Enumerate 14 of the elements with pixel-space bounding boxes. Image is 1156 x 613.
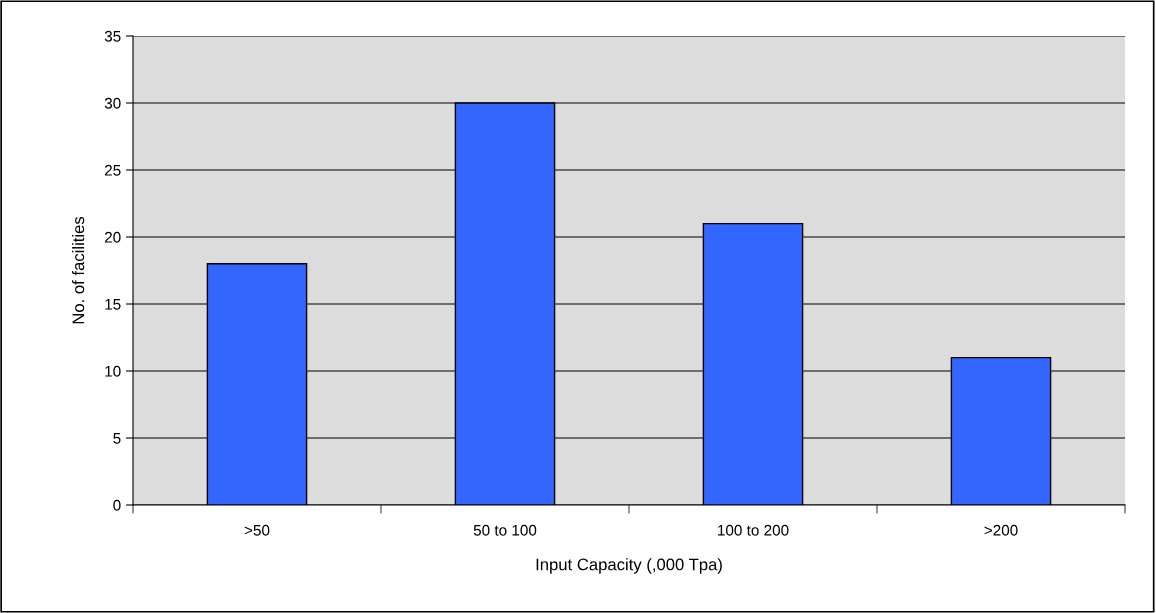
y-tick-label: 0 bbox=[113, 499, 121, 511]
x-tick-label: 100 to 200 bbox=[718, 524, 789, 536]
y-tick-label: 35 bbox=[104, 30, 121, 42]
y-tick-label: 5 bbox=[113, 433, 121, 444]
x-tick-label: 50 to 100 bbox=[473, 524, 537, 536]
y-tick-label: 10 bbox=[105, 365, 121, 377]
y-tick-label: 15 bbox=[105, 299, 121, 310]
x-tick-label: >200 bbox=[984, 524, 1018, 536]
y-tick-label: 20 bbox=[104, 231, 121, 243]
x-tick-label: >50 bbox=[244, 524, 270, 536]
y-tick-label: 25 bbox=[104, 164, 121, 176]
x-axis-title: Input Capacity (,000 Tpa) bbox=[536, 558, 722, 574]
y-tick-label: 30 bbox=[104, 97, 121, 109]
y-axis-title: No. of facilities bbox=[72, 216, 85, 324]
